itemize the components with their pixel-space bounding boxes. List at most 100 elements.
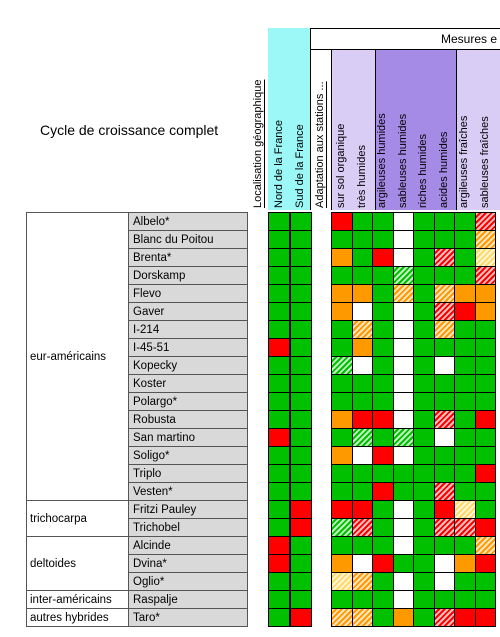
geo-cell xyxy=(268,356,290,375)
station-cell xyxy=(454,572,476,591)
geo-cell xyxy=(268,608,290,627)
station-cell xyxy=(454,608,476,627)
geo-cell xyxy=(290,608,312,627)
variety-label: Taro* xyxy=(128,608,248,627)
station-cell xyxy=(474,536,496,555)
station-cell xyxy=(372,608,394,627)
station-cell xyxy=(331,230,353,249)
station-cell xyxy=(351,230,373,249)
geo-cell xyxy=(290,212,312,231)
station-cell xyxy=(351,500,373,519)
station-cell xyxy=(474,590,496,609)
station-cell xyxy=(474,284,496,303)
station-cell xyxy=(372,320,394,339)
station-cell xyxy=(474,230,496,249)
station-cell xyxy=(331,464,353,483)
station-cell xyxy=(454,230,476,249)
station-cell xyxy=(433,230,455,249)
station-header-band-purple xyxy=(375,50,456,210)
station-cell xyxy=(413,320,435,339)
station-cell xyxy=(413,230,435,249)
geo-cell xyxy=(290,410,312,429)
station-cell xyxy=(372,374,394,393)
variety-label: Alcinde xyxy=(128,536,248,555)
station-cell xyxy=(433,608,455,627)
variety-label: Raspalje xyxy=(128,590,248,609)
geo-cell xyxy=(268,248,290,267)
station-cell xyxy=(331,518,353,537)
station-cell xyxy=(454,500,476,519)
station-cell xyxy=(392,356,414,375)
station-cell xyxy=(331,428,353,447)
station-label: argileuses fraîches xyxy=(458,115,470,208)
station-cell xyxy=(372,392,394,411)
station-cell xyxy=(372,284,394,303)
station-cell xyxy=(474,266,496,285)
header-divider xyxy=(310,50,311,210)
variety-label: Fritzi Pauley xyxy=(128,500,248,519)
station-cell xyxy=(392,464,414,483)
geo-cell xyxy=(290,572,312,591)
geo-cell xyxy=(290,464,312,483)
station-cell xyxy=(372,428,394,447)
station-cell xyxy=(392,410,414,429)
geo-cell xyxy=(268,284,290,303)
station-cell xyxy=(433,410,455,429)
station-cell xyxy=(372,446,394,465)
station-cell xyxy=(413,392,435,411)
station-cell xyxy=(454,266,476,285)
geo-cell xyxy=(290,392,312,411)
station-cell xyxy=(372,464,394,483)
geo-cell xyxy=(268,212,290,231)
station-cell xyxy=(331,356,353,375)
geo-cell xyxy=(268,590,290,609)
geo-cell xyxy=(290,374,312,393)
station-cell xyxy=(351,518,373,537)
station-cell xyxy=(372,302,394,321)
station-cell xyxy=(413,536,435,555)
station-cell xyxy=(474,464,496,483)
station-cell xyxy=(474,320,496,339)
station-cell xyxy=(454,464,476,483)
station-cell xyxy=(454,212,476,231)
variety-label: Triplo xyxy=(128,464,248,483)
station-cell xyxy=(351,554,373,573)
variety-label: Vesten* xyxy=(128,482,248,501)
station-cell xyxy=(413,248,435,267)
station-cell xyxy=(372,230,394,249)
station-cell xyxy=(413,302,435,321)
header-divider xyxy=(375,50,376,210)
geo-cell xyxy=(290,320,312,339)
station-cell xyxy=(433,266,455,285)
station-cell xyxy=(351,572,373,591)
station-cell xyxy=(331,248,353,267)
station-cell xyxy=(474,446,496,465)
station-label: très humides xyxy=(355,145,368,208)
station-cell xyxy=(454,482,476,501)
geo-cell xyxy=(268,500,290,519)
station-cell xyxy=(331,302,353,321)
station-cell xyxy=(433,554,455,573)
geo-cell xyxy=(290,338,312,357)
station-cell xyxy=(433,356,455,375)
station-label: riches humides xyxy=(417,134,429,208)
station-cell xyxy=(331,500,353,519)
variety-label: Dorskamp xyxy=(128,266,248,285)
station-cell xyxy=(351,590,373,609)
header-divider xyxy=(456,50,457,210)
station-cell xyxy=(331,212,353,231)
station-cell xyxy=(392,554,414,573)
station-cell xyxy=(331,554,353,573)
geo-cell xyxy=(268,464,290,483)
station-cell xyxy=(392,302,414,321)
group-label: trichocarpa xyxy=(26,500,129,537)
station-cell xyxy=(454,284,476,303)
geo-cell xyxy=(268,266,290,285)
geo-cell xyxy=(290,248,312,267)
station-cell xyxy=(413,554,435,573)
station-cell xyxy=(392,572,414,591)
station-cell xyxy=(351,482,373,501)
station-cell xyxy=(372,410,394,429)
station-cell xyxy=(392,590,414,609)
station-cell xyxy=(351,320,373,339)
